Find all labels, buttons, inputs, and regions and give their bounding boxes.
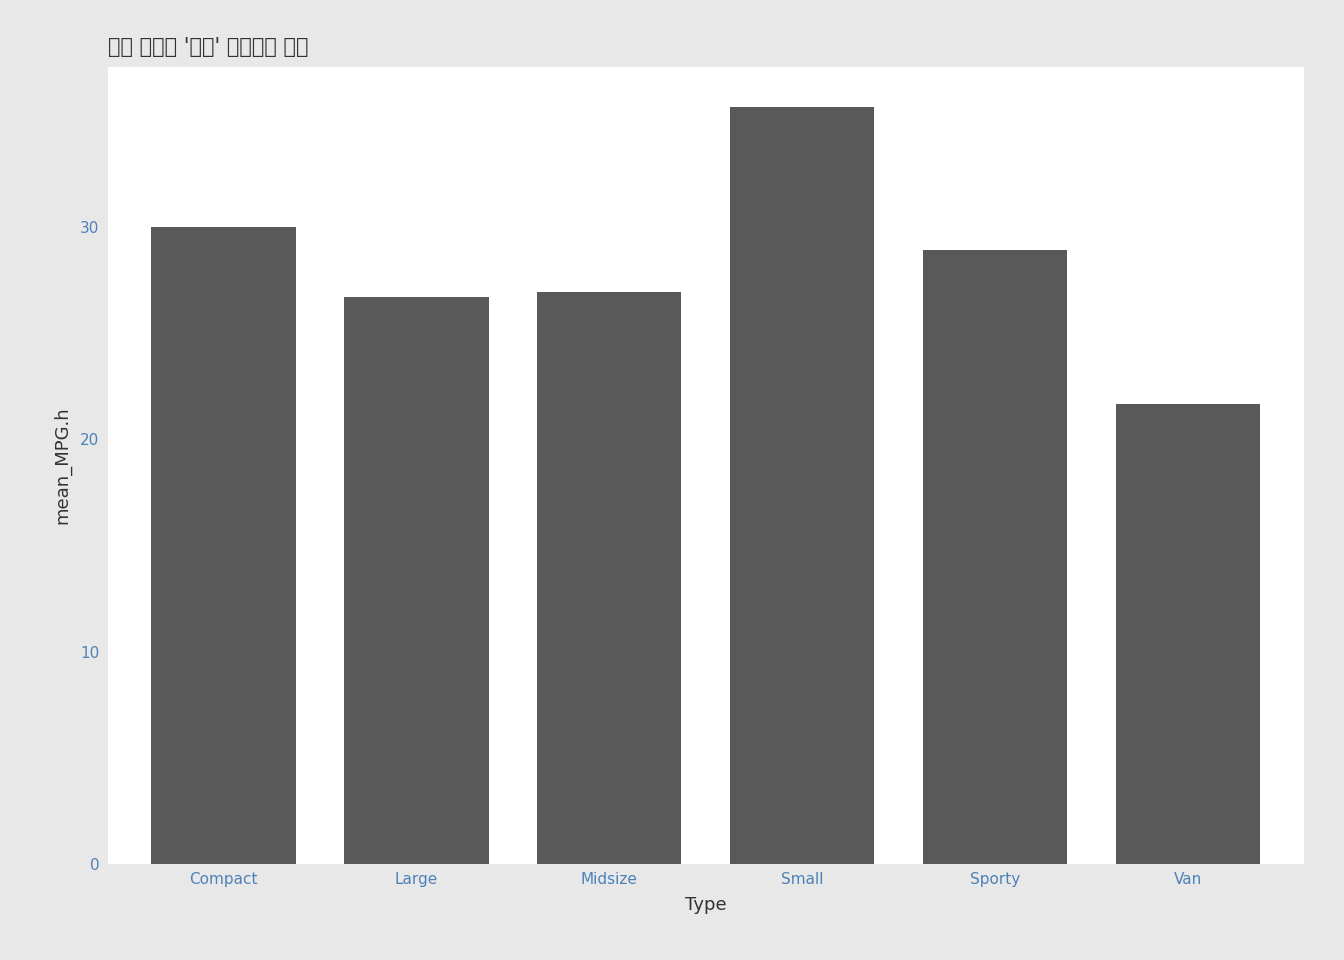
X-axis label: Type: Type xyxy=(685,896,726,914)
Bar xyxy=(730,108,875,864)
Bar xyxy=(536,292,681,864)
Bar xyxy=(922,251,1067,864)
Text: 차량 유형별 '평균' 고속도로 연비: 차량 유형별 '평균' 고속도로 연비 xyxy=(108,37,308,58)
Y-axis label: mean_MPG.h: mean_MPG.h xyxy=(54,407,71,524)
Bar xyxy=(151,228,296,864)
Bar xyxy=(344,297,489,864)
Bar xyxy=(1116,404,1261,864)
